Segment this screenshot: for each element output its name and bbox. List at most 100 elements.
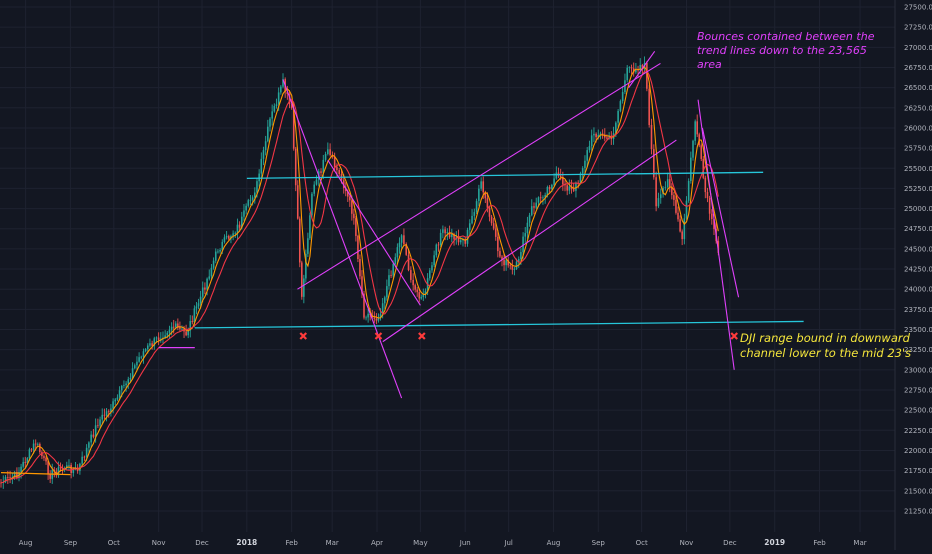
candle-body <box>155 337 158 339</box>
candle-body <box>706 192 709 199</box>
y-tick-label: 22000.00 <box>904 447 932 455</box>
candle-body <box>151 343 153 346</box>
candle-body <box>444 229 446 234</box>
x-tick-label: Dec <box>195 539 209 547</box>
candle-body <box>464 239 467 244</box>
candle-body <box>517 259 520 262</box>
candle-body <box>271 111 273 119</box>
candle-body <box>694 121 696 141</box>
candle-body <box>365 317 367 319</box>
candle-body <box>696 121 699 135</box>
candle-body <box>315 179 318 185</box>
candle-body <box>68 464 70 466</box>
candle-body <box>511 265 514 270</box>
candle-body <box>262 150 265 159</box>
candle-body <box>524 233 527 237</box>
candle-body <box>120 385 123 391</box>
candle-body <box>490 216 493 224</box>
candle-body <box>619 101 622 111</box>
x-tick-label: Nov <box>680 539 694 547</box>
candle-body <box>646 62 648 89</box>
candle-body <box>309 215 311 239</box>
candle-body <box>105 411 108 416</box>
y-tick-label: 23750.00 <box>904 306 932 314</box>
candle-body <box>320 171 322 173</box>
x-tick-label: Feb <box>285 539 298 547</box>
candle-body <box>138 357 140 362</box>
candle-body <box>361 276 363 294</box>
candle-body <box>586 150 588 161</box>
y-tick-label: 21750.00 <box>904 467 932 475</box>
candle-body <box>379 314 382 318</box>
candle-body <box>125 383 127 386</box>
candle-body <box>149 343 151 346</box>
candle-body <box>92 434 95 437</box>
candle-body <box>193 308 196 323</box>
x-tick-label: Mar <box>326 539 339 547</box>
y-tick-label: 26000.00 <box>904 124 932 132</box>
y-tick-label: 23500.00 <box>904 326 932 334</box>
candle-body <box>677 212 679 220</box>
candle-body <box>140 356 143 358</box>
candle-body <box>197 303 200 307</box>
candle-body <box>185 331 187 336</box>
candle-body <box>307 238 309 254</box>
candle-body <box>621 92 624 102</box>
y-tick-label: 23000.00 <box>904 366 932 374</box>
candle-body <box>675 199 677 213</box>
candle-body <box>146 345 149 350</box>
candle-body <box>277 92 280 105</box>
candle-body <box>7 476 9 478</box>
candle-body <box>668 179 671 187</box>
candle-body <box>223 237 226 242</box>
ma-fast-line <box>0 66 719 484</box>
candle-body <box>225 236 228 238</box>
candle-body <box>131 368 134 378</box>
candle-body <box>451 234 453 238</box>
candle-body <box>153 338 156 346</box>
y-tick-label: 21250.00 <box>904 507 932 515</box>
candle-body <box>20 466 22 472</box>
candle-body <box>522 236 524 253</box>
candle-body <box>204 287 206 290</box>
candle-body <box>273 105 276 112</box>
y-tick-label: 27500.00 <box>904 4 932 12</box>
y-tick-label: 21500.00 <box>904 487 932 495</box>
candle-body <box>333 157 336 167</box>
candle-body <box>702 158 705 178</box>
candle-body <box>174 323 177 328</box>
ma-slow-line <box>0 70 719 484</box>
candle-body <box>264 141 267 151</box>
y-tick-label: 27250.00 <box>904 24 932 32</box>
candle-body <box>342 180 345 189</box>
x-axis: Aug Sep Oct Nov Dec 2018 Feb Mar Apr May Jun Jul Aug… <box>19 538 867 547</box>
candle-body <box>537 197 540 203</box>
candle-body <box>473 212 476 216</box>
candle-body <box>258 173 260 182</box>
candle-body <box>412 279 414 286</box>
candle-body <box>492 223 495 229</box>
y-tick-label: 25250.00 <box>904 185 932 193</box>
candle-body <box>422 294 425 298</box>
candle-body <box>34 443 37 445</box>
candle-body <box>367 313 369 318</box>
candle-body <box>375 318 378 321</box>
candle-body <box>9 476 11 478</box>
candle-body <box>666 179 669 188</box>
candle-body <box>428 270 431 279</box>
candle-body <box>112 401 114 409</box>
x-tick-label: Sep <box>592 539 606 547</box>
candle-body <box>572 189 575 191</box>
candle-body <box>177 323 179 328</box>
candle-body <box>457 236 460 243</box>
candle-body <box>551 184 553 190</box>
candle-body <box>66 465 68 469</box>
candle-body <box>431 265 433 271</box>
candle-body <box>453 234 455 240</box>
candle-body <box>88 442 90 448</box>
candle-body <box>94 425 97 437</box>
drawings <box>0 51 804 476</box>
candle-body <box>671 186 673 196</box>
candle-body <box>107 411 110 413</box>
